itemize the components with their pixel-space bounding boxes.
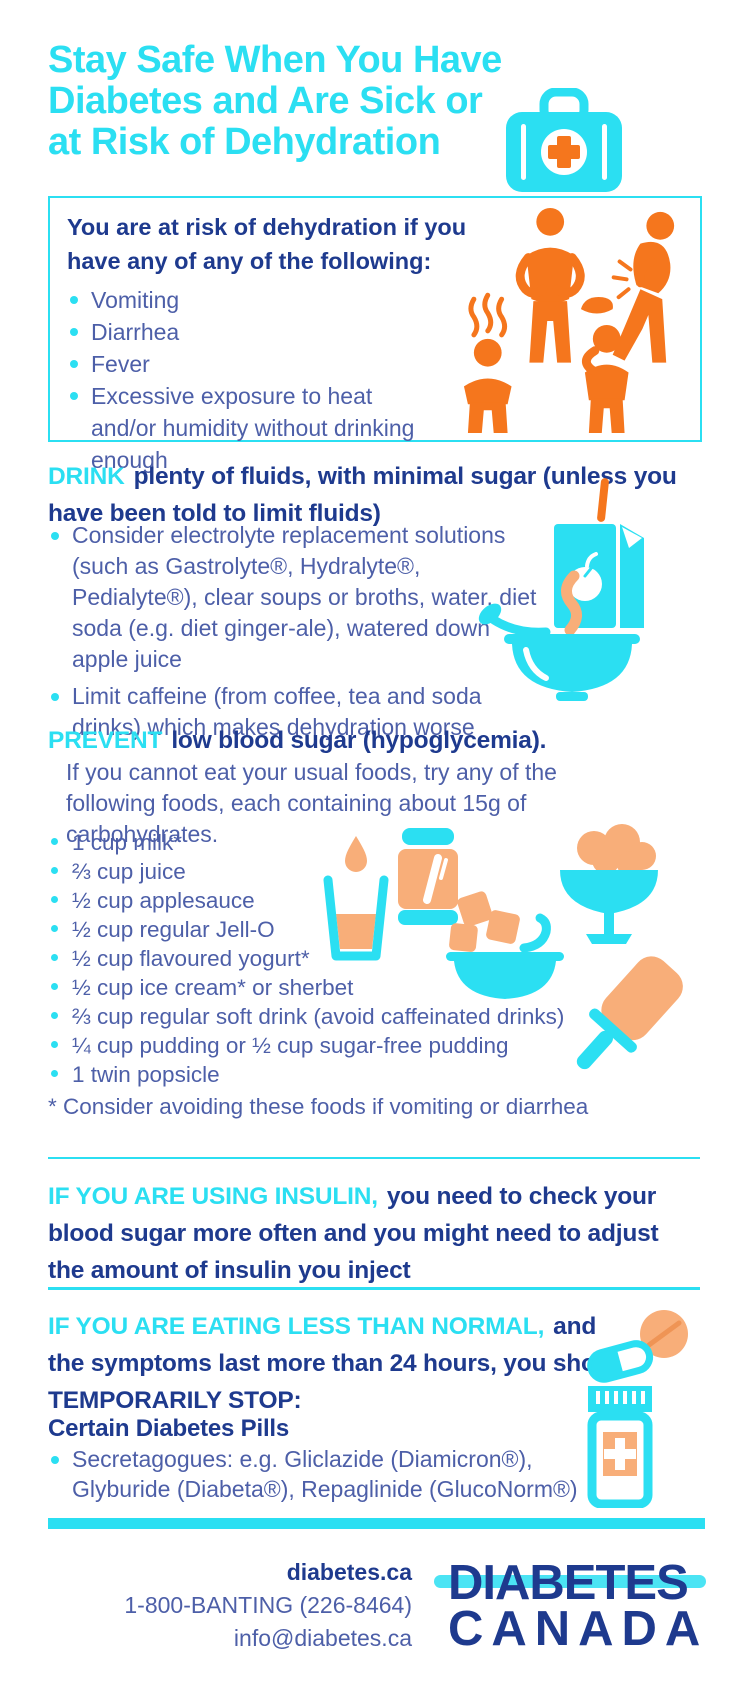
list-item: Fever: [67, 348, 467, 380]
eating-text: and the symptoms last more than 24 hours…: [48, 1313, 632, 1414]
title-line-1: Stay Safe When You Have: [48, 39, 502, 81]
list-item: Excessive exposure to heat and/or humidi…: [67, 380, 437, 476]
risk-symptom-list: Vomiting Diarrhea Fever Excessive exposu…: [67, 284, 467, 476]
carb-foods-list: 1 cup milk* ⅔ cup juice ½ cup applesauce…: [48, 828, 688, 1089]
logo-cyan-band: [434, 1575, 706, 1588]
list-item: Limit caffeine (from coffee, tea and sod…: [48, 681, 546, 743]
person-backpain-icon: [611, 211, 675, 363]
title-line-3: at Risk of Dehydration: [48, 121, 441, 163]
list-item: ⅔ cup regular soft drink (avoid caffeina…: [48, 1002, 688, 1031]
juice-glass-icon: [323, 836, 389, 961]
logo-word-diabetes: DIABETES: [448, 1556, 689, 1610]
list-item: ¼ cup pudding or ½ cup sugar-free puddin…: [48, 1031, 688, 1060]
drink-tips-list: Consider electrolyte replacement solutio…: [48, 520, 546, 749]
drink-heading-text: plenty of fluids, with minimal sugar (un…: [48, 463, 677, 527]
list-item: Vomiting: [67, 284, 467, 316]
footer-divider: [48, 1518, 705, 1529]
ice-cream-sundae-icon: [560, 824, 658, 944]
drink-section-heading: DRINK plenty of fluids, with minimal suga…: [48, 458, 704, 532]
soup-bowl-icon: [478, 570, 640, 701]
insulin-keyword: IF YOU ARE USING INSULIN,: [48, 1183, 378, 1210]
sugar-bowl-icon: [446, 891, 564, 999]
pill-bottle-icon: [587, 1386, 653, 1508]
diabetes-canada-logo: DIABETES CANADA: [434, 1556, 709, 1656]
foods-footnote: * Consider avoiding these foods if vomit…: [48, 1094, 589, 1119]
contact-block: diabetes.ca 1-800-BANTING (226-8464) inf…: [100, 1556, 412, 1655]
list-item: ½ cup flavoured yogurt*: [48, 944, 688, 973]
page-title: Stay Safe When You Have Diabetes and Are…: [48, 40, 608, 163]
capsule-pill-icon: [587, 1340, 654, 1383]
prevent-intro-text: If you cannot eat your usual foods, try …: [66, 759, 557, 847]
section-divider: [48, 1287, 700, 1290]
prevent-heading-text: low blood sugar (hypoglycemia).: [171, 727, 547, 754]
list-item: Secretagogues: e.g. Gliclazide (Diamicro…: [48, 1444, 608, 1504]
first-aid-kit-icon: [506, 88, 622, 192]
section-divider: [48, 1157, 700, 1159]
insulin-section-text: IF YOU ARE USING INSULIN, you need to che…: [48, 1178, 688, 1289]
list-item: Consider electrolyte replacement solutio…: [48, 520, 546, 675]
prevent-keyword: PREVENT: [48, 727, 163, 754]
list-item: ½ cup ice cream* or sherbet: [48, 973, 688, 1002]
phone-number: 1-800-BANTING (226-8464): [124, 1592, 412, 1618]
title-line-2: Diabetes and Are Sick or: [48, 80, 483, 122]
email-link[interactable]: info@diabetes.ca: [233, 1625, 412, 1651]
eating-keyword: IF YOU ARE EATING LESS THAN NORMAL,: [48, 1313, 545, 1340]
tablet-pill-icon: [640, 1310, 688, 1358]
pills-list: Secretagogues: e.g. Gliclazide (Diamicro…: [48, 1444, 608, 1510]
list-item: 1 twin popsicle: [48, 1060, 688, 1089]
yogurt-jar-icon: [398, 828, 458, 925]
popsicle-icon: [576, 956, 683, 1070]
website-link[interactable]: diabetes.ca: [286, 1559, 412, 1585]
person-nausea-icon: [515, 207, 585, 363]
insulin-text: you need to check your blood sugar more …: [48, 1183, 659, 1284]
risk-box-heading: You are at risk of dehydration if you ha…: [67, 214, 467, 274]
person-vomiting-icon: [580, 296, 629, 434]
list-item: ⅔ cup juice: [48, 857, 688, 886]
eating-section-text: IF YOU ARE EATING LESS THAN NORMAL, and t…: [48, 1308, 638, 1419]
prevent-section-heading: PREVENT low blood sugar (hypoglycemia).: [48, 722, 704, 759]
diabetes-pills-subheading: Certain Diabetes Pills: [48, 1415, 290, 1442]
drink-keyword: DRINK: [48, 463, 125, 490]
dehydration-risk-box: You are at risk of dehydration if you ha…: [48, 196, 702, 473]
list-item: Diarrhea: [67, 316, 467, 348]
list-item: 1 cup milk*: [48, 828, 688, 857]
sick-people-icons: [463, 207, 675, 434]
list-item: ½ cup regular Jell-O: [48, 915, 688, 944]
person-fever-icon: [463, 292, 512, 434]
logo-word-canada: CANADA: [448, 1602, 709, 1656]
list-item: ½ cup applesauce: [48, 886, 688, 915]
